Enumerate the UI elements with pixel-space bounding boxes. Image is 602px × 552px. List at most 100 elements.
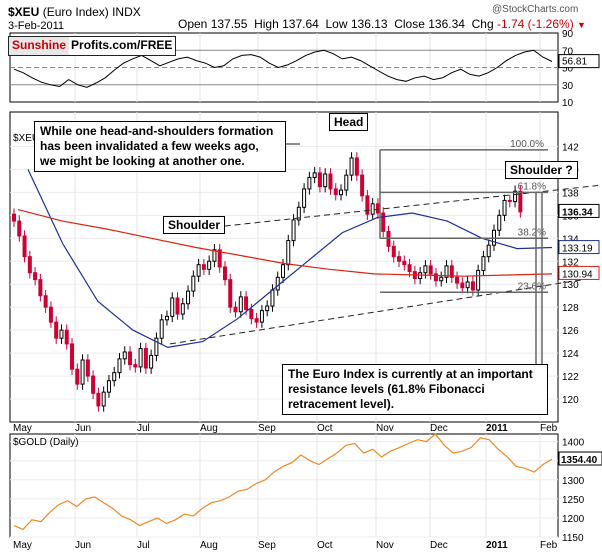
index-name: (Euro Index) [42,5,109,19]
note-top-line-1: While one head-and-shoulders formation [40,124,274,138]
candle-body [159,319,164,339]
candle-body [270,289,275,307]
candle-body [502,199,507,216]
candle-body [128,351,133,366]
candle-body [85,359,90,377]
candle-body [444,265,449,278]
candle-body [143,348,148,369]
low-label: Low [325,17,348,31]
gold-month-label: Jun [75,540,91,551]
candle-body [175,297,180,315]
candle-body [391,245,396,258]
candle-body [465,281,470,289]
gold-month-label: Sep [258,540,276,551]
candle-body [354,157,359,176]
candle-body [212,249,217,262]
price-tick-label: 120 [562,395,579,406]
candle-body [328,173,333,190]
candle-body [428,265,433,275]
label-right-shoulder: Shoulder ? [505,161,578,179]
rsi-line [13,49,553,88]
candle-body [80,359,85,385]
rsi-tick-label: 90 [562,29,574,40]
candle-body [59,329,64,339]
note-bottom-line-1: The Euro Index is currently at an import… [288,367,533,381]
gold-tick-label: 1150 [562,533,584,544]
candle-body [64,329,69,345]
candle-body [117,358,122,374]
candle-body [70,343,75,370]
fib-label: 38.2% [518,227,546,238]
candle-body [217,249,222,268]
candle-body [27,256,32,274]
price-month-label: Aug [200,423,218,434]
candle-body [439,276,444,282]
candle-body [149,354,154,369]
candle-body [507,199,512,203]
candle-body [476,269,481,291]
fib-label: 100.0% [510,139,544,150]
candle-body [54,321,59,339]
high-label: High [254,17,279,31]
price-tick-label: 134 [562,234,579,245]
open-value: 137.55 [210,17,248,31]
gold-month-label: Feb [540,540,558,551]
candle-body [470,281,475,291]
note-top-line-2: has been invalidated a few weeks ago, [40,139,259,153]
candle-body [397,256,402,262]
price-tag-box [558,240,600,255]
chart-header: $XEU (Euro Index) INDX [8,5,141,19]
candle-body [122,351,127,360]
candle-body [222,266,227,281]
close-value: 136.34 [428,17,465,31]
note-top-line-3: we might be looking at another one. [40,154,245,168]
candle-body [101,391,106,407]
candle-body [312,172,317,178]
candle-body [486,244,491,258]
candle-body [33,272,38,281]
price-tick-label: 130 [562,280,579,291]
rsi-last-value-box [558,54,600,69]
neckline-lower [169,276,599,345]
candle-body [48,306,53,323]
gold-panel [9,433,559,538]
annotation-note-bottom: The Euro Index is currently at an import… [282,364,548,415]
candle-body [244,296,249,310]
symbol: $XEU [8,5,40,19]
candle-body [381,212,386,232]
candle-body [281,264,285,278]
price-month-label: Feb [540,423,558,434]
candle-body [375,203,380,214]
candle-body [291,219,296,242]
gold-last-value: 1354.40 [561,455,598,466]
gold-month-label: May [13,540,32,551]
chart-date: 3-Feb-2011 [8,20,65,32]
candle-body [402,260,407,266]
fib-label: 61.8% [518,181,546,192]
gold-month-label: Jul [137,540,150,551]
rsi-tick-label: 10 [562,98,574,109]
candle-body [254,318,259,323]
candle-body [112,372,117,382]
candle-body [317,172,322,188]
candle-body [91,375,96,394]
candle-body [259,310,264,323]
candle-body [43,295,48,308]
candle-body [296,206,301,221]
price-tick-label: 142 [562,142,579,153]
candle-body [12,213,16,222]
gold-month-label: Oct [317,540,333,551]
watermark: @StockCharts.com [492,4,579,15]
candle-body [133,364,138,368]
candle-body [164,315,169,321]
label-left-shoulder: Shoulder [163,216,226,234]
candle-body [106,380,111,393]
gold-tick-label: 1250 [562,495,585,506]
rsi-last-value: 56.81 [562,57,587,68]
gold-line [13,433,553,531]
fib-label: 23.6% [518,281,546,292]
gold-tick-label: 1200 [562,514,585,525]
price-month-label: Oct [317,423,333,434]
candle-body [423,265,428,274]
sunshine-profits-logo[interactable]: Sunshine Profits.com/FREE [8,36,177,56]
